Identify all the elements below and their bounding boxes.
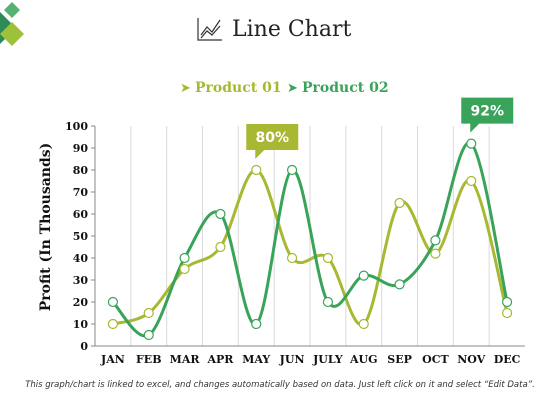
y-tick-label: 10 — [73, 318, 89, 331]
y-tick-label: 30 — [73, 274, 89, 287]
data-point — [179, 252, 190, 264]
y-tick-label: 80 — [73, 164, 89, 177]
x-tick-label: OCT — [422, 353, 449, 366]
x-tick-label: MAY — [242, 353, 270, 366]
y-tick-label: 90 — [73, 142, 89, 155]
y-tick-label: 40 — [73, 252, 89, 265]
data-point — [358, 318, 369, 330]
data-point — [179, 263, 190, 275]
data-point — [430, 235, 441, 246]
diamond-logo-icon — [0, 2, 24, 46]
x-tick-label: DEC — [494, 353, 521, 366]
data-point — [430, 248, 441, 259]
data-point — [322, 252, 334, 264]
y-tick-label: 0 — [80, 340, 88, 353]
y-tick-label: 60 — [73, 208, 89, 221]
data-point — [143, 307, 154, 319]
data-point — [215, 241, 226, 253]
x-tick-label: MAR — [170, 353, 201, 366]
data-point — [286, 164, 298, 176]
data-point — [466, 138, 477, 149]
data-point — [215, 208, 226, 220]
x-tick-label: AUG — [349, 353, 378, 366]
x-tick-label: JAN — [100, 353, 125, 366]
callout-bubble — [461, 97, 514, 133]
data-point — [251, 164, 262, 176]
x-tick-label: SEP — [387, 353, 412, 366]
legend-arrow-product-02: ➤ — [287, 81, 298, 96]
chart-title: Line Chart — [232, 17, 351, 42]
x-tick-label: JULY — [312, 353, 343, 366]
data-point — [501, 307, 513, 319]
data-point — [466, 175, 477, 187]
y-axis-label: Profit (In Thousands) — [38, 143, 54, 312]
data-point — [322, 296, 334, 308]
y-tick-label: 100 — [65, 120, 88, 133]
data-point — [143, 329, 154, 341]
callout-label: 92% — [470, 104, 504, 120]
callout-label: 80% — [255, 130, 289, 146]
data-point — [107, 318, 119, 330]
footnote: This graph/chart is linked to excel, and… — [25, 380, 535, 390]
data-point — [394, 197, 405, 209]
data-point — [107, 296, 119, 308]
y-tick-label: 50 — [73, 230, 89, 243]
legend-label-product-01: Product 01 — [195, 80, 282, 96]
line-chart-icon — [197, 18, 222, 41]
callout-bubble — [246, 124, 299, 159]
x-tick-label: FEB — [136, 353, 162, 366]
data-point — [286, 252, 298, 264]
legend-arrow-product-01: ➤ — [180, 81, 191, 96]
x-tick-label: JUN — [279, 353, 305, 366]
data-point — [251, 318, 262, 330]
y-tick-label: 70 — [73, 186, 89, 199]
x-tick-label: NOV — [457, 353, 485, 366]
data-point — [394, 279, 405, 290]
x-tick-label: APR — [206, 353, 234, 366]
plot-area: 0 10 20 30 40 50 60 70 80 90 100 JAN FEB MAR APR MAY JUN… — [65, 97, 525, 366]
y-tick-label: 20 — [73, 296, 89, 309]
data-point — [358, 270, 369, 281]
data-point — [501, 296, 513, 308]
legend: ➤ Product 01 ➤ Product 02 — [180, 80, 389, 96]
legend-label-product-02: Product 02 — [302, 80, 389, 96]
